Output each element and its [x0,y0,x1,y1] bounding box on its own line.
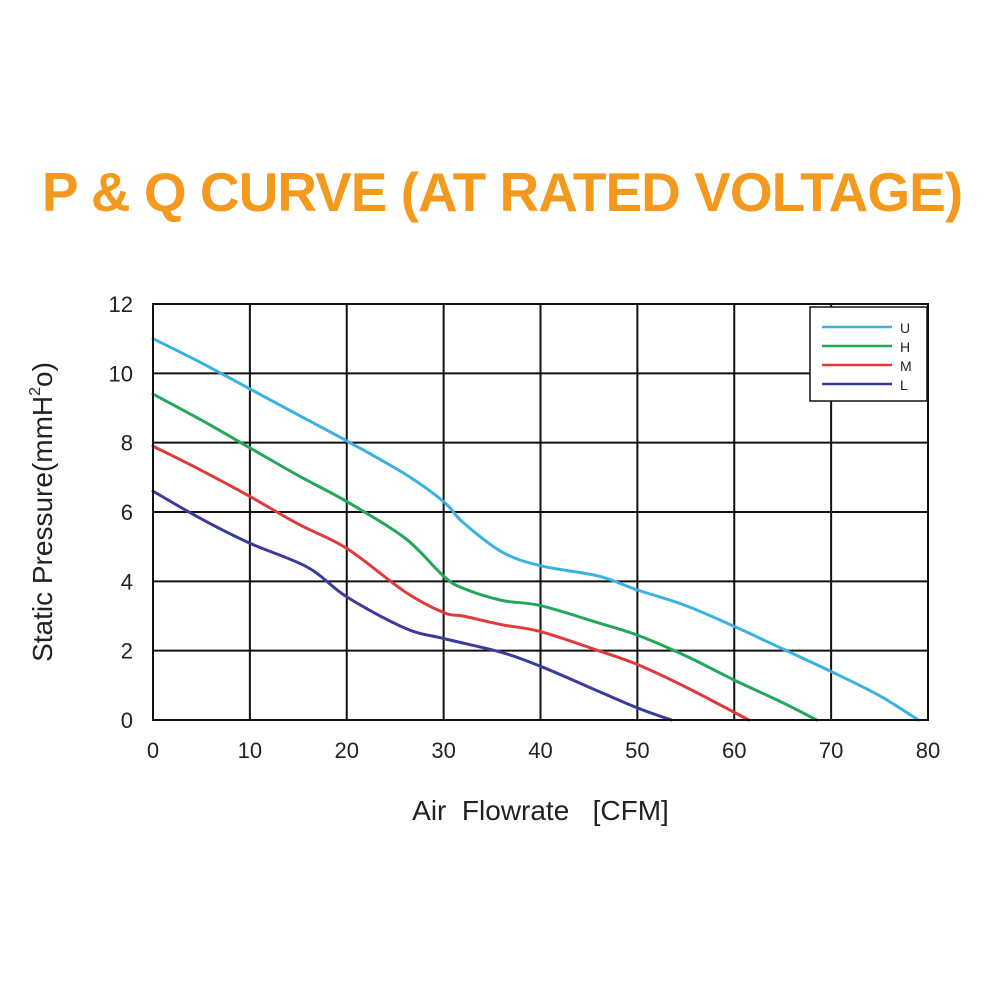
y-tick-label: 10 [109,361,133,386]
y-axis-label-main: Static Pressure(mmH [27,396,58,662]
y-axis-label-superscript: 2 [27,387,44,396]
y-axis-label: Static Pressure(mmH2o) [27,362,58,662]
x-tick-label: 50 [625,738,649,763]
x-tick-label: 10 [238,738,262,763]
y-tick-labels: 0 2 4 6 8 10 12 [109,292,133,733]
series-lines [151,337,920,722]
series-line-u [151,337,920,722]
plot-frame [152,303,929,721]
legend-box [809,306,928,402]
x-tick-labels: 0 10 20 30 40 50 60 70 80 [147,738,940,763]
chart-title: P & Q CURVE (AT RATED VOLTAGE) [41,161,963,223]
y-axis-label-tail: o) [27,362,58,387]
legend-label-m: M [900,358,912,374]
y-tick-label: 0 [121,708,133,733]
y-tick-label: 2 [121,639,133,664]
legend-label-l: L [900,377,908,393]
x-tick-label: 40 [528,738,552,763]
y-tick-label: 12 [109,292,133,317]
x-tick-label: 70 [819,738,843,763]
x-tick-label: 20 [335,738,359,763]
x-tick-label: 0 [147,738,159,763]
y-tick-label: 4 [121,569,133,594]
legend-label-u: U [900,320,910,336]
x-tick-label: 80 [916,738,940,763]
series-line-l [151,489,673,722]
x-axis-label: Air Flowrate [CFM] [412,795,669,826]
series-line-m [151,444,751,722]
x-tick-label: 60 [722,738,746,763]
legend-label-h: H [900,339,910,355]
y-tick-label: 6 [121,500,133,525]
series-line-h [151,392,819,722]
y-tick-label: 8 [121,431,133,456]
x-tick-label: 30 [431,738,455,763]
